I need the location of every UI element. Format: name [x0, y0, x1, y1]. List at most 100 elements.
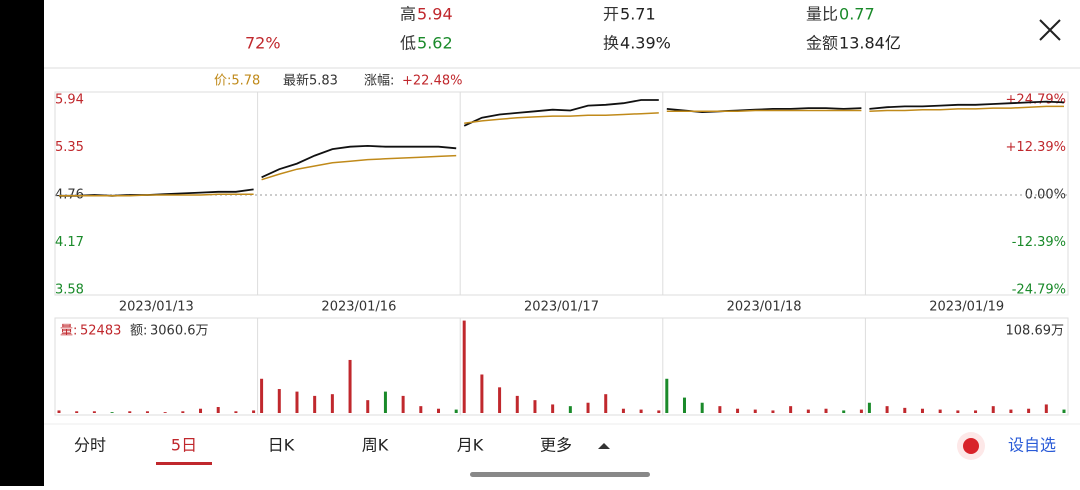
- change-label: 涨幅:: [364, 74, 394, 89]
- volume-bar: [956, 410, 960, 413]
- quote-value: 5.62: [417, 34, 453, 53]
- quote-value: 0.77: [839, 5, 875, 24]
- volume-bar: [903, 407, 907, 413]
- volume-bar: [163, 412, 167, 413]
- amt-value: 3060.6万: [150, 324, 209, 339]
- left-edge: [0, 0, 44, 486]
- date-label: 2023/01/17: [524, 300, 599, 315]
- vol-value: 52483: [80, 324, 121, 339]
- y2-tick-label: -12.39%: [1012, 235, 1066, 250]
- volume-bar: [92, 411, 96, 413]
- volume-bar: [991, 406, 995, 413]
- quote-label: 金额: [806, 34, 838, 53]
- quote-label: 开: [603, 5, 619, 24]
- volume-bar: [806, 409, 810, 413]
- quote-label: 换: [603, 34, 619, 53]
- volume-bar: [682, 397, 686, 413]
- price-line: [59, 99, 1065, 197]
- volume-bar: [665, 378, 669, 413]
- vol-label: 量:: [60, 324, 77, 339]
- volume-bar: [789, 406, 793, 413]
- volume-bar: [277, 389, 281, 413]
- partial-change: 72%: [245, 34, 281, 53]
- date-label: 2023/01/13: [119, 300, 194, 315]
- quote-value: 5.71: [620, 5, 656, 24]
- add-watch[interactable]: 设自选: [1008, 436, 1056, 455]
- y2-tick-label: -24.79%: [1012, 283, 1066, 298]
- volume-bar: [736, 408, 740, 413]
- y-tick-label: 3.58: [55, 283, 84, 298]
- volume-bar: [938, 409, 942, 413]
- y-tick-label: 5.94: [55, 93, 84, 108]
- quote-value: 5.94: [417, 5, 453, 24]
- close-button[interactable]: [1039, 19, 1061, 41]
- tab[interactable]: 5日: [171, 436, 197, 455]
- date-label: 2023/01/18: [727, 300, 802, 315]
- volume-bar: [110, 412, 114, 413]
- volume-bar: [330, 394, 334, 413]
- volume-bar: [181, 411, 185, 413]
- volume-bar: [568, 406, 572, 413]
- quote-label: 量比: [806, 5, 838, 24]
- tab[interactable]: 更多: [540, 436, 572, 455]
- tab[interactable]: 分时: [74, 436, 106, 455]
- volume-bar: [199, 408, 203, 413]
- volume-bar: [295, 391, 299, 413]
- volume-bar: [75, 411, 79, 413]
- volume-bar: [366, 400, 370, 413]
- volume-bar: [753, 409, 757, 413]
- date-label: 2023/01/19: [929, 300, 1004, 315]
- volume-bar: [216, 407, 220, 413]
- volume-bar: [700, 402, 704, 413]
- volume-bar: [437, 408, 441, 413]
- volume-bar: [657, 410, 661, 413]
- volume-bar: [604, 394, 608, 413]
- volume-bar: [1009, 409, 1013, 413]
- volume-bar: [533, 400, 537, 413]
- volume-bar: [974, 410, 978, 413]
- volume-bar: [57, 410, 61, 413]
- volume-bar: [128, 411, 132, 413]
- volume-bar: [1027, 408, 1031, 413]
- tab[interactable]: 日K: [268, 436, 295, 455]
- volume-bar: [867, 402, 871, 413]
- volume-bar: [419, 406, 423, 413]
- volume-bar: [401, 395, 405, 413]
- tab[interactable]: 周K: [362, 436, 389, 455]
- y2-tick-label: +24.79%: [1006, 93, 1066, 108]
- volume-bar: [639, 409, 643, 413]
- volume-bar: [313, 395, 317, 413]
- volume-bar: [842, 410, 846, 413]
- home-bar: [470, 472, 650, 477]
- volume-bar: [1044, 404, 1048, 413]
- y-tick-label: 4.17: [55, 235, 84, 250]
- volume-bar: [260, 378, 264, 413]
- latest: 最新5.83: [283, 73, 338, 89]
- volume-bar: [462, 320, 466, 413]
- volume-bar: [771, 410, 775, 413]
- volume-bar: [718, 406, 722, 413]
- quote-label: 低: [400, 34, 416, 53]
- vol-max: 108.69万: [1006, 324, 1065, 339]
- volume-bar: [252, 410, 256, 413]
- volume-bar: [454, 409, 458, 413]
- price-line: [59, 105, 1064, 197]
- quote-label: 高: [400, 5, 416, 24]
- volume-bar: [348, 359, 352, 413]
- y2-tick-label: +12.39%: [1006, 140, 1066, 155]
- volume-bar: [515, 395, 519, 413]
- volume-bar: [621, 408, 625, 413]
- volume-bar: [824, 408, 828, 413]
- amt-label: 额:: [130, 324, 147, 339]
- volume-bar: [859, 409, 863, 413]
- quote-value: 4.39%: [620, 34, 671, 53]
- volume-bar: [383, 391, 387, 413]
- tab[interactable]: 月K: [457, 436, 484, 455]
- add-icon: [963, 438, 979, 454]
- volume-bar: [920, 408, 924, 413]
- volume-bar: [586, 402, 590, 413]
- price-frame: [54, 91, 1069, 296]
- avg: 价:5.78: [214, 74, 260, 89]
- y-tick-label: 5.35: [55, 140, 84, 155]
